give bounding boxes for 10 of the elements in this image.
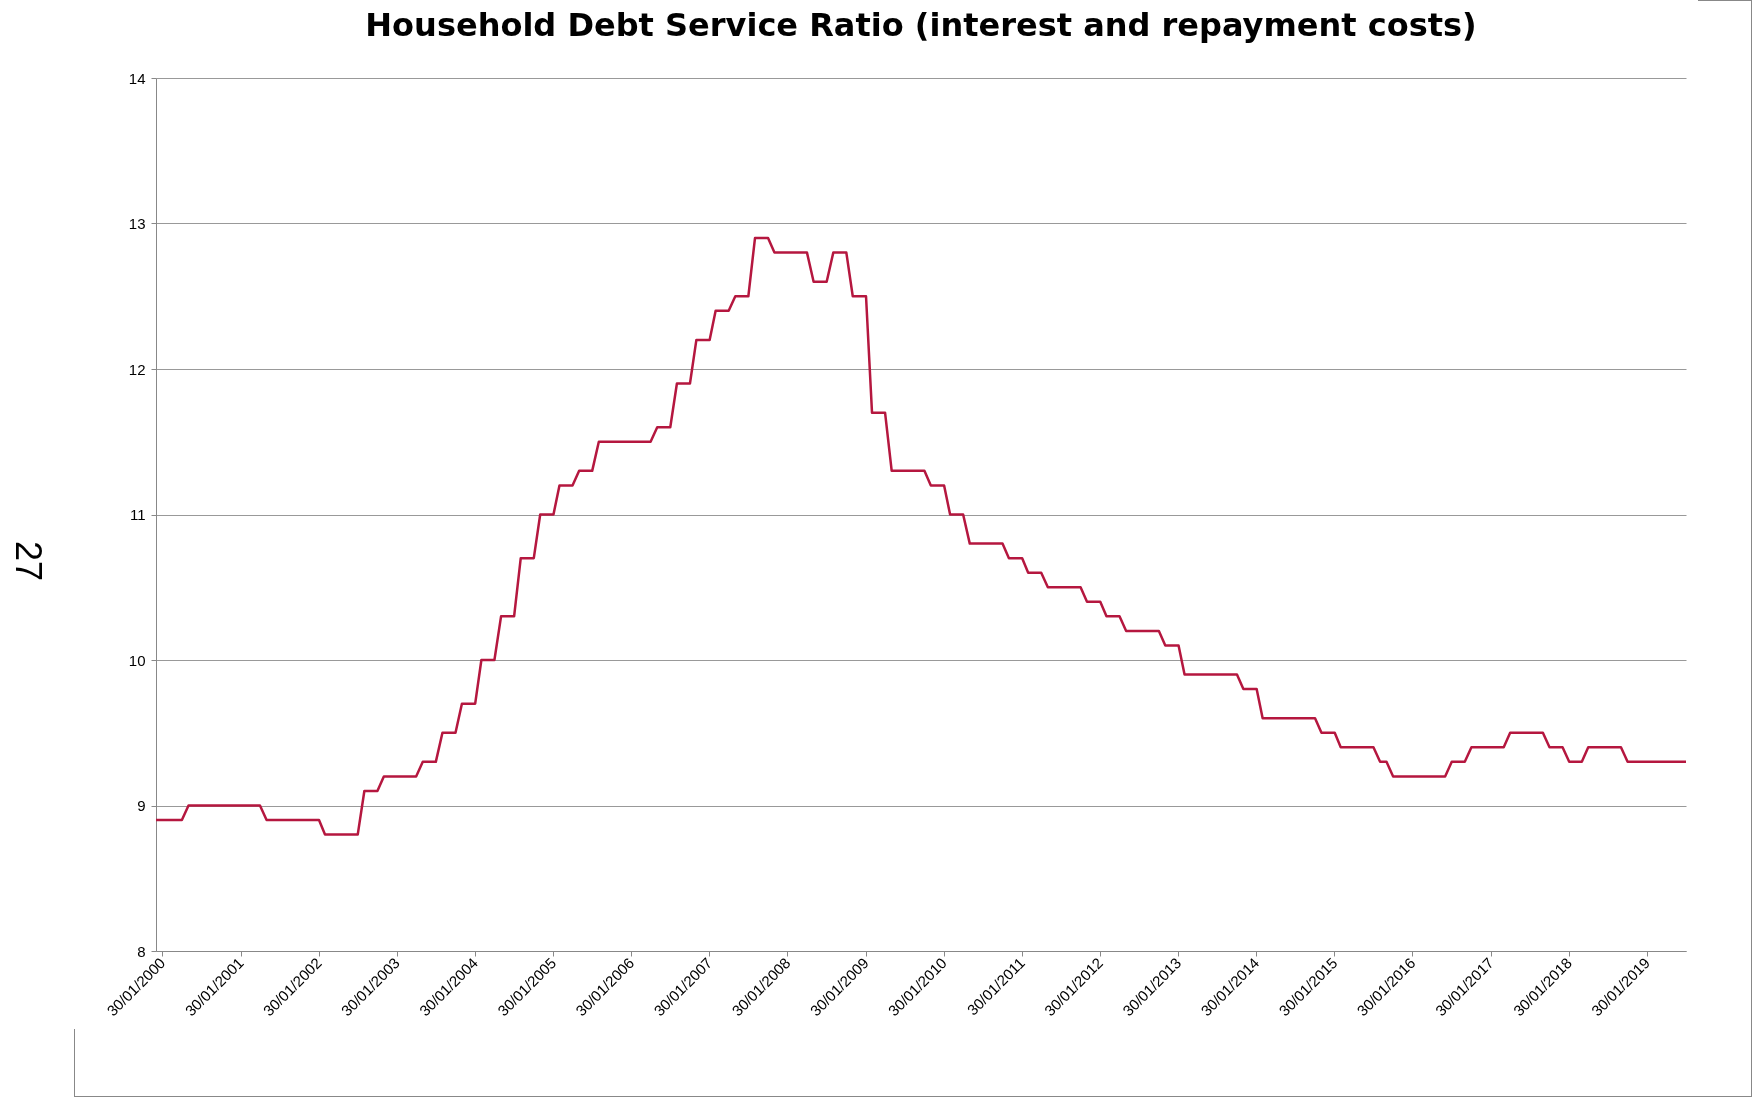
y-tick-label: 10 <box>128 651 146 669</box>
y-tick-label: 9 <box>137 797 146 814</box>
y-tick-label: 11 <box>129 506 146 523</box>
chart-title: Household Debt Service Ratio (interest and repayment costs) <box>365 6 1477 44</box>
y-tick-label: 8 <box>137 942 146 960</box>
text: 27 <box>7 540 50 582</box>
y-tick-label: 12 <box>128 360 146 378</box>
y-tick-label: 13 <box>128 215 146 232</box>
y-tick-label: 14 <box>128 69 146 87</box>
line-series <box>154 236 1688 836</box>
